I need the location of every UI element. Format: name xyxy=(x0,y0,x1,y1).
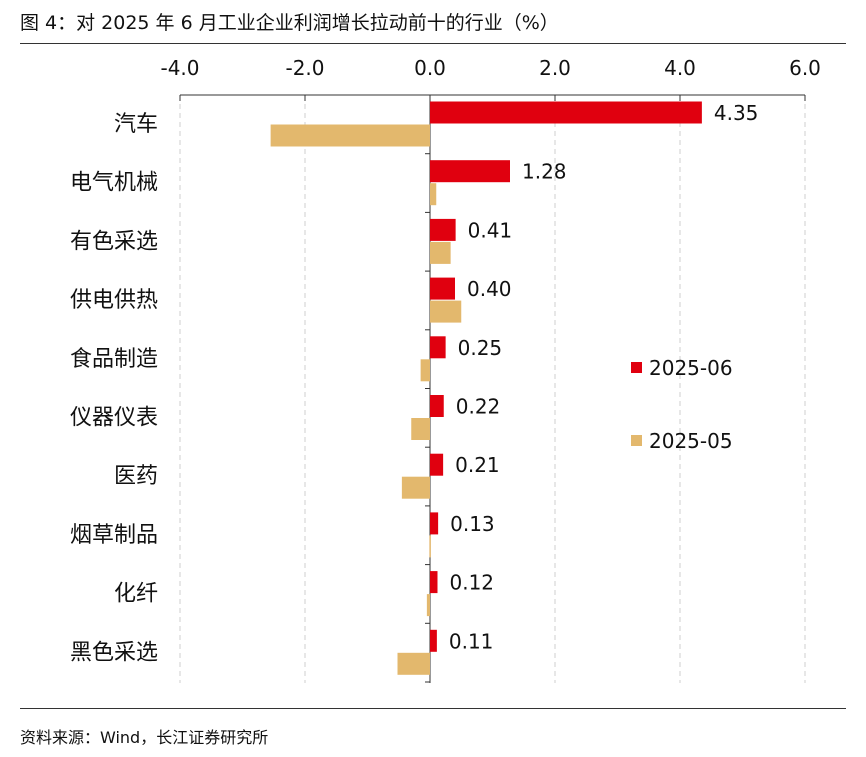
category-label: 烟草制品 xyxy=(70,523,158,548)
category-label: 医药 xyxy=(114,464,158,489)
bar-2025-06 xyxy=(430,277,455,300)
x-tick-label: 0.0 xyxy=(414,56,446,80)
source-note: 资料来源：Wind，长江证券研究所 xyxy=(20,728,269,747)
category-label: 化纤 xyxy=(114,582,158,607)
x-tick-label: 2.0 xyxy=(539,56,571,80)
legend-swatch xyxy=(631,362,642,373)
data-label: 4.35 xyxy=(714,101,759,125)
bar-2025-06 xyxy=(430,101,702,124)
category-label: 仪器仪表 xyxy=(70,406,158,431)
category-label: 有色采选 xyxy=(70,229,158,254)
x-tick-label: 4.0 xyxy=(664,56,696,80)
bar-2025-06 xyxy=(430,571,438,594)
bar-2025-05 xyxy=(429,535,431,558)
category-label: 黑色采选 xyxy=(70,640,158,665)
bar-2025-05 xyxy=(270,124,430,147)
data-label: 0.40 xyxy=(467,277,512,301)
legend-label: 2025-06 xyxy=(649,356,733,380)
data-label: 0.22 xyxy=(456,395,501,419)
data-label: 0.41 xyxy=(468,218,513,242)
category-label: 食品制造 xyxy=(70,347,158,372)
bar-2025-05 xyxy=(430,300,462,323)
bar-2025-05 xyxy=(420,359,430,382)
legend-label: 2025-05 xyxy=(649,429,733,453)
bar-2025-06 xyxy=(430,512,439,535)
bar-2025-05 xyxy=(401,476,430,499)
x-tick-label: -2.0 xyxy=(285,56,324,80)
bar-2025-06 xyxy=(430,453,444,476)
title-rule xyxy=(20,43,846,44)
source-rule xyxy=(20,708,846,709)
bar-2025-05 xyxy=(397,652,430,675)
data-label: 0.25 xyxy=(458,336,503,360)
x-tick-label: 6.0 xyxy=(789,56,821,80)
data-label: 0.13 xyxy=(450,512,495,536)
data-label: 1.28 xyxy=(522,160,567,184)
category-label: 电气机械 xyxy=(70,171,158,196)
bar-2025-05 xyxy=(430,183,437,206)
x-tick-label: -4.0 xyxy=(160,56,199,80)
bar-2025-05 xyxy=(411,418,430,440)
bars xyxy=(270,101,702,675)
legend: 2025-06 2025-05 xyxy=(631,356,733,453)
labels: 汽车 4.35 电气机械 1.28 有色采选 0.41 供电供热 0.40 食品制造 0.25 仪器… xyxy=(70,101,758,665)
category-label: 汽车 xyxy=(114,112,158,137)
category-label: 供电供热 xyxy=(70,288,158,313)
bar-2025-06 xyxy=(430,336,446,359)
grid-lines xyxy=(179,95,806,683)
bar-2025-05 xyxy=(430,241,451,264)
bar-2025-06 xyxy=(430,629,437,652)
data-label: 0.21 xyxy=(455,453,500,477)
bar-2025-06 xyxy=(430,395,444,417)
legend-swatch xyxy=(631,435,642,446)
figure-title: 图 4：对 2025 年 6 月工业企业利润增长拉动前十的行业（%） xyxy=(20,12,559,34)
bar-2025-06 xyxy=(430,218,456,241)
bar-2025-05 xyxy=(426,594,430,617)
data-label: 0.11 xyxy=(449,629,494,653)
data-label: 0.12 xyxy=(450,571,495,595)
bar-2025-06 xyxy=(430,160,510,183)
